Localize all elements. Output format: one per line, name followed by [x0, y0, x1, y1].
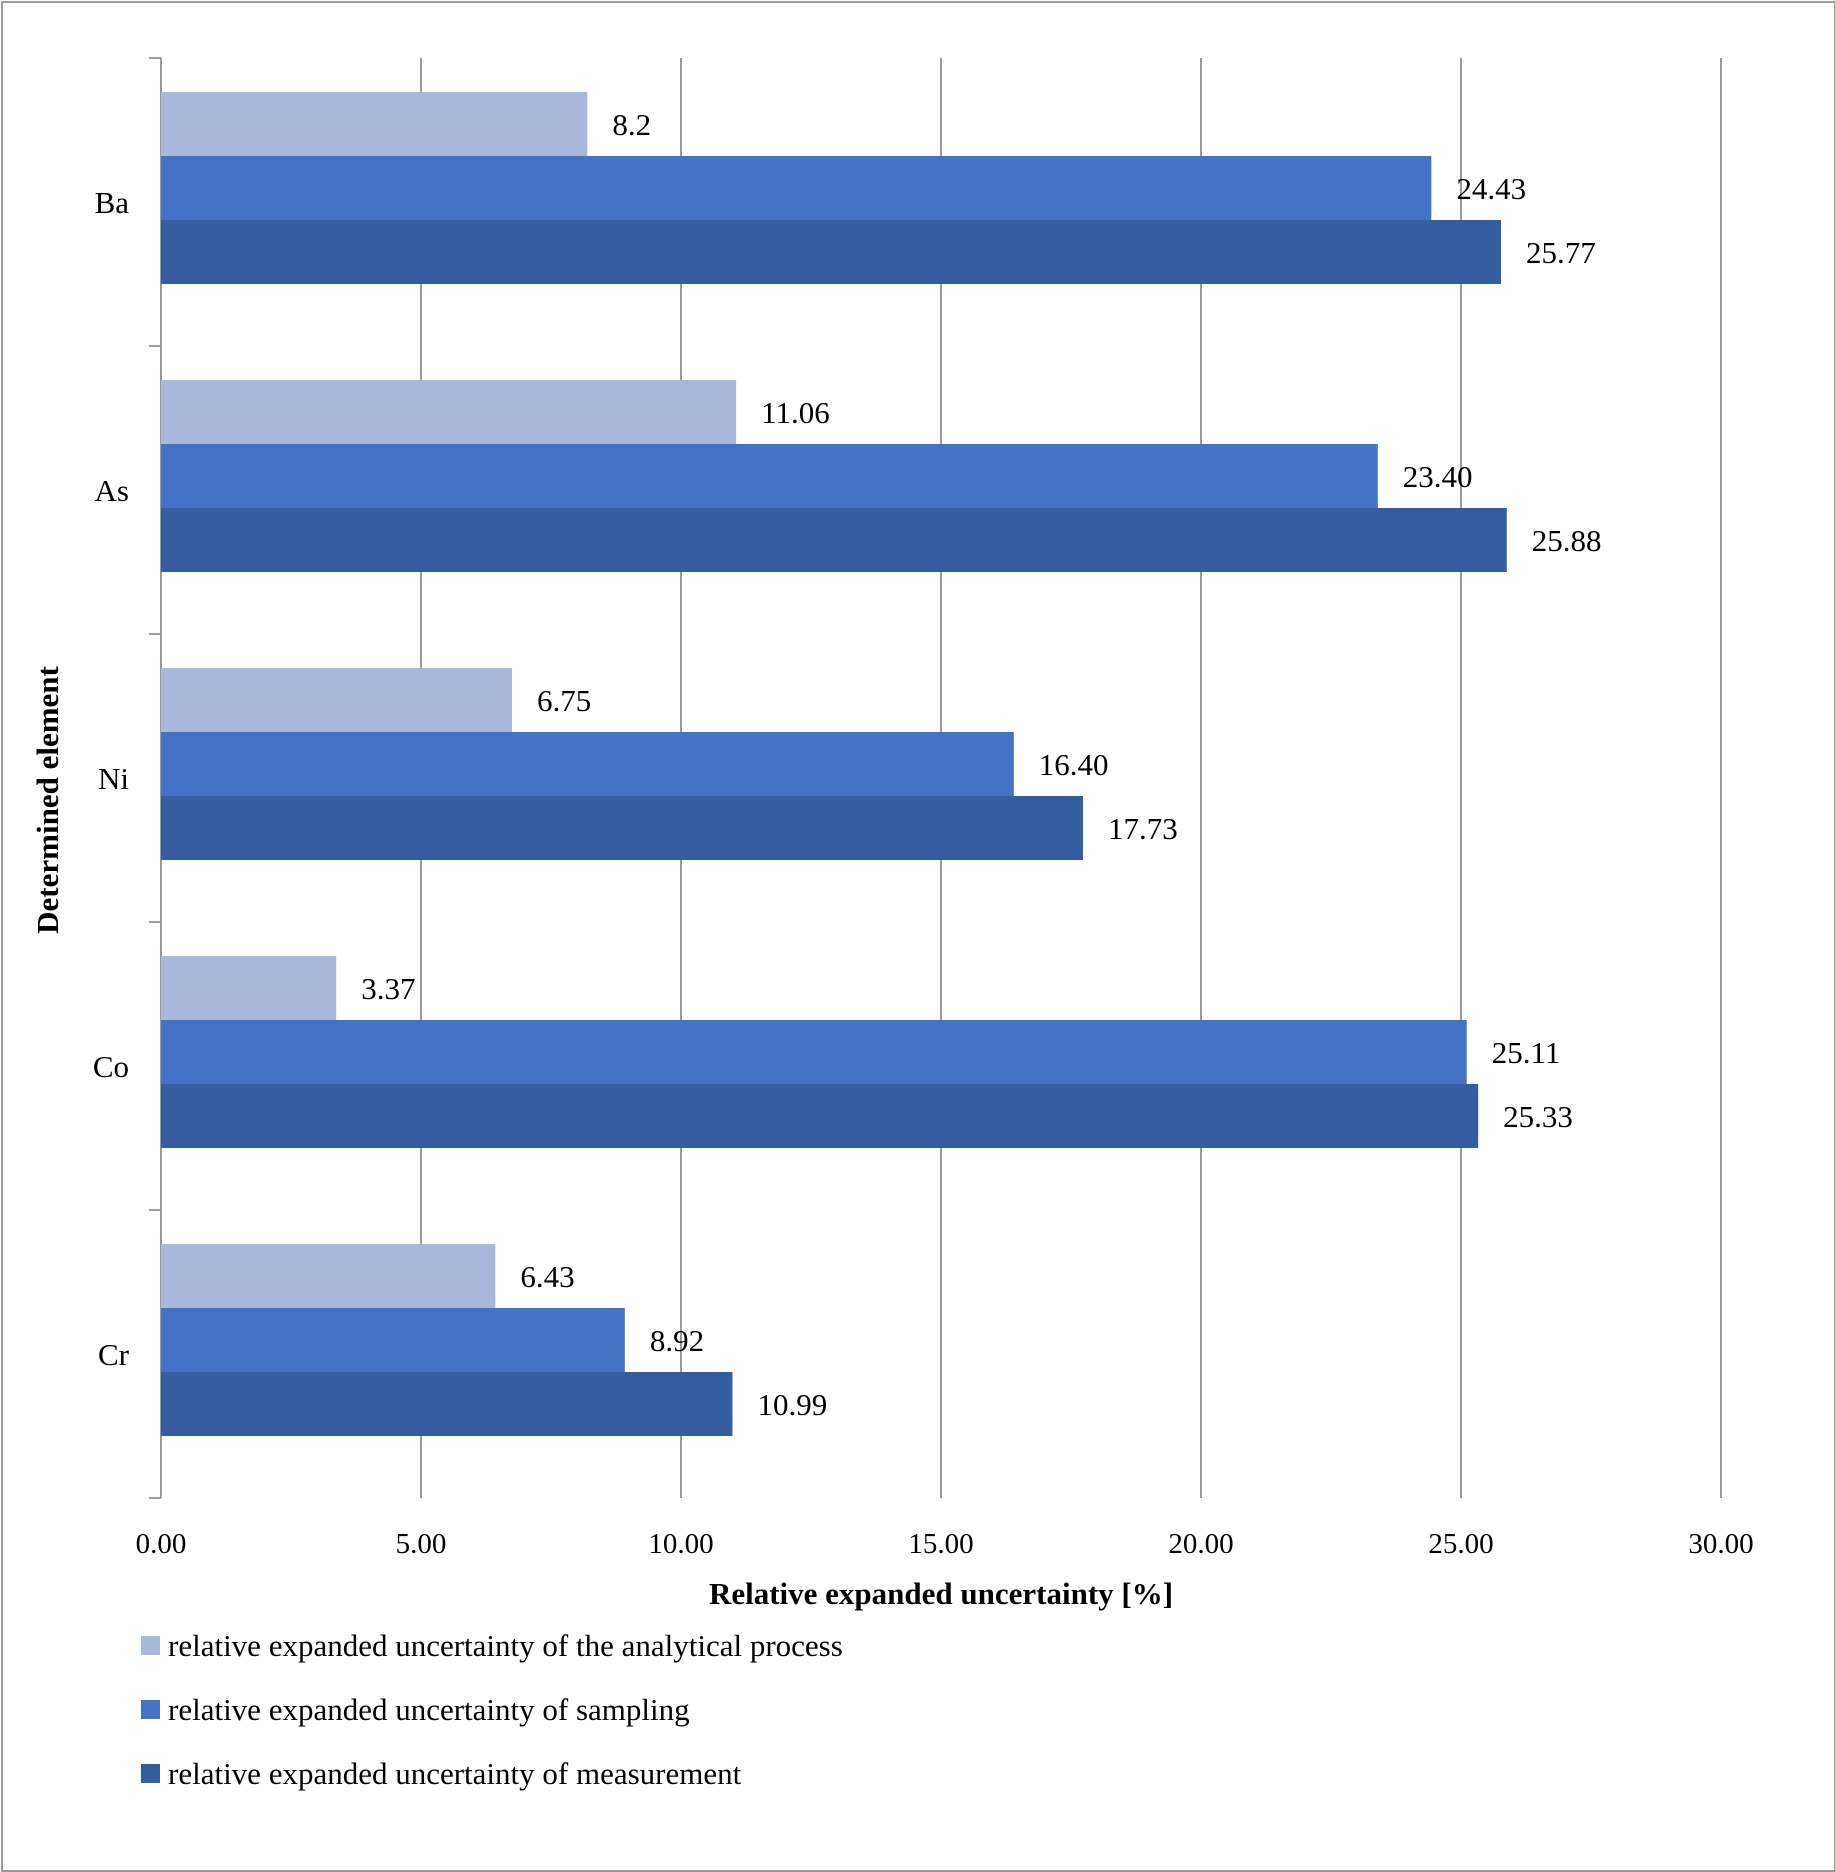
legend-swatch — [141, 1700, 160, 1719]
data-label: 6.75 — [537, 683, 591, 718]
bar — [161, 1372, 733, 1436]
axes — [149, 57, 162, 1499]
category-label: Co — [93, 1049, 129, 1084]
x-tick-label: 30.00 — [1688, 1528, 1753, 1560]
bar — [161, 444, 1378, 508]
legend-swatch — [141, 1764, 160, 1783]
category-label: Ni — [98, 761, 129, 796]
x-tick-label: 10.00 — [648, 1528, 713, 1560]
x-tick-label: 25.00 — [1428, 1528, 1493, 1560]
data-label: 10.99 — [757, 1387, 827, 1422]
data-label: 25.88 — [1532, 523, 1602, 558]
data-label: 11.06 — [761, 395, 830, 430]
data-label: 25.11 — [1492, 1035, 1561, 1070]
legend-label: relative expanded uncertainty of the ana… — [168, 1628, 843, 1663]
bars — [161, 92, 1507, 1436]
data-label: 17.73 — [1108, 811, 1178, 846]
bar — [161, 1244, 496, 1308]
data-label: 23.40 — [1403, 459, 1473, 494]
bar — [161, 1084, 1479, 1148]
data-label: 8.2 — [612, 107, 651, 142]
data-label: 6.43 — [520, 1259, 574, 1294]
x-axis-title: Relative expanded uncertainty [%] — [709, 1576, 1173, 1611]
data-label: 25.77 — [1526, 235, 1596, 270]
x-tick-label: 5.00 — [396, 1528, 447, 1560]
data-label: 16.40 — [1039, 747, 1109, 782]
data-label: 3.37 — [361, 971, 415, 1006]
bar — [161, 220, 1502, 284]
tick-labels: 0.00 5.00 10.00 15.00 20.00 25.00 30.00 Ba As Ni C… — [93, 185, 1754, 1560]
bar — [161, 508, 1507, 572]
bar — [161, 956, 337, 1020]
bar — [161, 1308, 625, 1372]
legend-label: relative expanded uncertainty of samplin… — [168, 1692, 690, 1727]
bar — [161, 796, 1083, 860]
legend-label: relative expanded uncertainty of measure… — [168, 1756, 742, 1791]
x-tick-label: 20.00 — [1168, 1528, 1233, 1560]
data-label: 25.33 — [1503, 1099, 1573, 1134]
category-label: Cr — [98, 1337, 130, 1372]
bar — [161, 668, 512, 732]
data-label: 24.43 — [1456, 171, 1526, 206]
y-axis-title: Determined element — [30, 665, 65, 933]
category-label: Ba — [95, 185, 130, 220]
bar — [161, 92, 588, 156]
bar — [161, 1020, 1467, 1084]
category-label: As — [95, 473, 129, 508]
legend: relative expanded uncertainty of the ana… — [141, 1628, 843, 1791]
x-tick-label: 0.00 — [136, 1528, 187, 1560]
x-tick-label: 15.00 — [908, 1528, 973, 1560]
bar — [161, 156, 1432, 220]
data-label: 8.92 — [650, 1323, 704, 1358]
bar — [161, 380, 737, 444]
legend-swatch — [141, 1636, 160, 1655]
bar — [161, 732, 1014, 796]
